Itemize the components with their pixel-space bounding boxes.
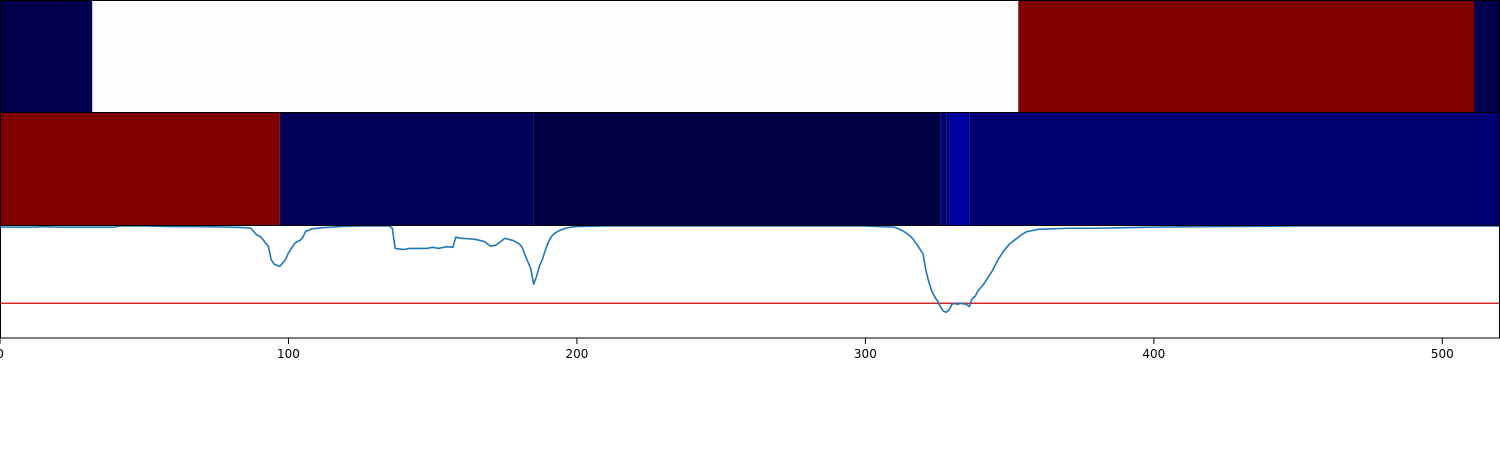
heatmap-cell-r1-s6 [969,113,1500,225]
heatmap-cell-r1-s3 [940,113,947,225]
x-tick-label-4: 400 [1142,347,1165,361]
heatmap-cell-r0-s1 [92,0,1019,112]
heatmap-cell-r1-s1 [279,113,534,225]
x-tick-label-3: 300 [854,347,877,361]
heatmap-row-middle [0,113,1500,225]
series-line [0,226,1500,314]
x-tick-label-5: 500 [1431,347,1454,361]
heatmap-cell-r1-s5 [949,113,970,225]
x-tick-label-1: 100 [277,347,300,361]
line-plot-background [0,226,1500,338]
x-axis: 0 100 200 300 400 500 [0,338,1454,361]
heatmap-cell-r0-s0 [0,0,93,112]
heatmap-cell-r1-s2 [533,113,941,225]
line-plot-panel [0,225,1500,339]
heatmap-cell-r0-s3 [1474,0,1500,112]
x-tick-label-2: 200 [565,347,588,361]
x-tick-label-0: 0 [0,347,4,361]
heatmap-cell-r0-s2 [1018,0,1475,112]
heatmap-row-top [0,0,1500,112]
heatmap-cell-r1-s0 [0,113,280,225]
heatmap-cell-r1-s4 [946,113,950,225]
